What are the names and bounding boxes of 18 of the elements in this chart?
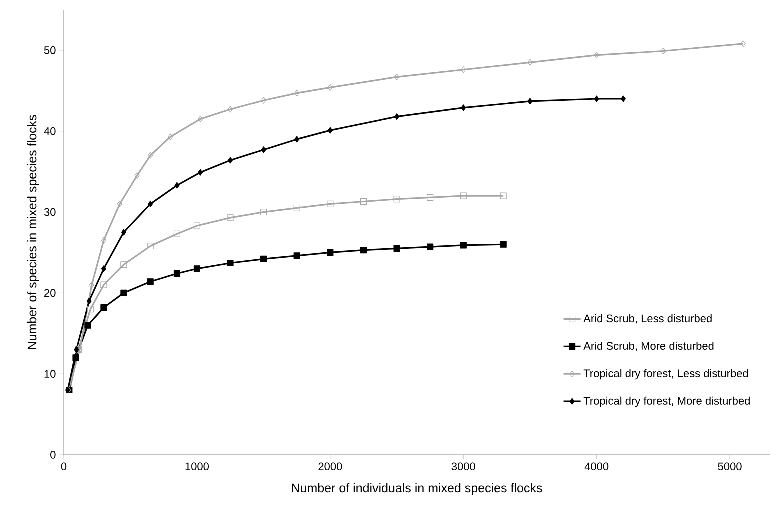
y-tick-label: 40 — [44, 127, 56, 136]
x-axis-title: Number of individuals in mixed species flocks — [292, 483, 542, 496]
x-tick-label: 2000 — [318, 462, 342, 471]
x-tick-label: 5000 — [718, 462, 742, 471]
y-tick-label: 20 — [44, 289, 56, 298]
y-tick-label: 50 — [44, 46, 56, 54]
legend-label: Tropical dry forest, Less disturbed — [584, 369, 748, 380]
x-tick-label: 3000 — [452, 462, 476, 471]
legend-label: Arid Scrub, Less disturbed — [584, 314, 712, 324]
y-tick-label: 10 — [44, 370, 56, 378]
y-tick-label: 0 — [50, 451, 56, 459]
x-tick-label: 0 — [61, 462, 67, 471]
x-tick-label: 4000 — [584, 462, 609, 471]
y-tick-label: 30 — [44, 208, 56, 216]
x-tick-label: 1000 — [186, 462, 210, 471]
legend-label: Tropical dry forest, More disturbed — [584, 396, 750, 408]
y-axis-title: Number of species in mixed species flocks — [27, 115, 40, 350]
legend-label: Arid Scrub, More disturbed — [584, 342, 714, 352]
